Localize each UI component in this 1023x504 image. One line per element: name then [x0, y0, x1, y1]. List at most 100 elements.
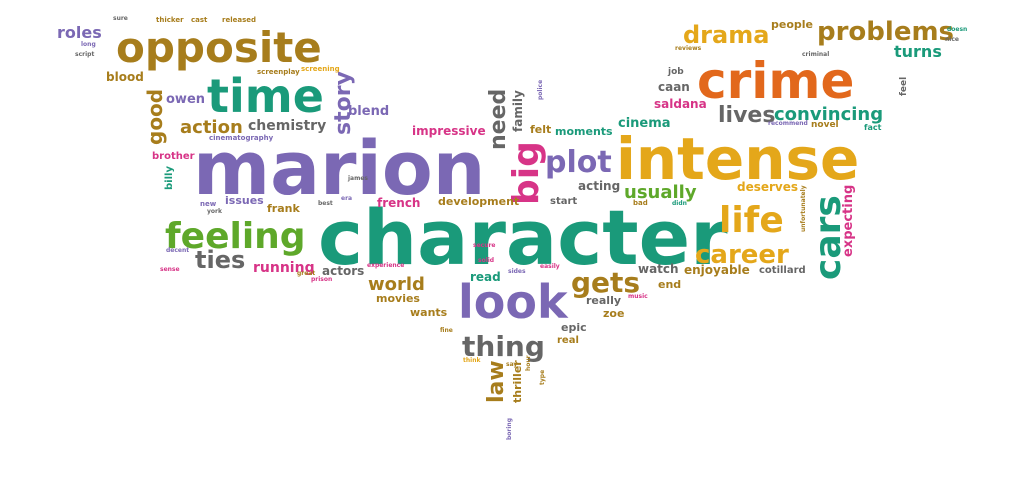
word-lives: lives [718, 103, 775, 128]
word-nice: nice [945, 36, 959, 43]
word-intense: intense [616, 125, 859, 193]
word-drama: drama [683, 21, 769, 49]
word-running: running [253, 260, 315, 276]
word-criminal: criminal [802, 51, 829, 58]
word-usually: usually [624, 182, 697, 203]
word-boring: boring [506, 418, 513, 440]
word-cinema: cinema [618, 116, 671, 131]
word-secure: secure [473, 242, 496, 249]
word-family: family [511, 90, 525, 132]
word-really: really [586, 294, 621, 307]
word-script: script [75, 51, 94, 58]
word-cotillard: cotillard [759, 265, 806, 276]
word-french: french [377, 196, 420, 210]
word-fact: fact [864, 123, 882, 132]
word-york: york [207, 208, 223, 215]
word-doesn: doesn [947, 26, 967, 33]
word-turns: turns [894, 42, 942, 61]
word-prison: prison [311, 276, 332, 283]
word-cast: cast [191, 16, 208, 24]
word-read: read [470, 270, 501, 284]
word-long: long [81, 41, 96, 48]
word-world: world [368, 274, 425, 295]
word-ties: ties [195, 246, 245, 274]
word-look: look [458, 275, 569, 329]
word-impressive: impressive [412, 124, 486, 138]
word-unfortunately: unfortunately [800, 185, 807, 232]
word-marion: marion [193, 126, 485, 212]
word-blend: blend [348, 104, 389, 119]
word-plot: plot [545, 145, 612, 180]
word-people: people [771, 18, 813, 31]
word-felt: felt [530, 123, 551, 136]
word-released: released [222, 16, 256, 24]
word-think: think [463, 357, 481, 364]
word-screening: screening [301, 65, 340, 73]
word-era: era [341, 195, 352, 202]
word-roles: roles [57, 23, 102, 42]
word-bad: bad [633, 199, 648, 207]
word-saldana: saldana [654, 97, 707, 111]
word-thicker: thicker [156, 16, 184, 24]
word-development: development [438, 195, 519, 208]
word-actors: actors [322, 264, 364, 278]
word-watch: watch [638, 262, 679, 276]
word-thing: thing [462, 330, 545, 363]
word-blood: blood [106, 70, 144, 84]
word-feel: feel [899, 77, 909, 96]
word-enjoyable: enjoyable [684, 263, 750, 277]
word-experience: experience [367, 262, 404, 269]
word-novel: novel [811, 120, 839, 130]
word-great: great [297, 270, 315, 277]
word-real: real [557, 335, 579, 346]
word-sure: sure [113, 15, 128, 22]
word-story: story [331, 71, 356, 135]
word-convincing: convincing [774, 104, 883, 125]
word-cars: cars [808, 195, 849, 280]
word-say: say [506, 361, 517, 368]
word-problems: problems [817, 17, 954, 47]
word-chemistry: chemistry [248, 118, 326, 134]
word-zoe: zoe [603, 307, 624, 320]
word-best: best [318, 200, 333, 207]
word-recommend: recommend [768, 120, 808, 127]
word-caan: caan [658, 80, 690, 94]
word-fine: fine [440, 327, 453, 334]
word-start: start [550, 196, 577, 207]
word-type: type [539, 370, 546, 385]
word-good: good [143, 89, 167, 145]
word-sides: sides [508, 268, 526, 275]
word-acting: acting [578, 179, 620, 193]
word-big: big [506, 141, 547, 205]
word-end: end [658, 278, 681, 291]
word-job: job [667, 67, 684, 77]
word-solid: solid [478, 257, 494, 264]
word-feeling: feeling [165, 216, 306, 257]
word-decent: decent [166, 247, 189, 254]
word-hour: hour [525, 355, 532, 371]
word-moments: moments [555, 125, 613, 138]
word-crime: crime [697, 52, 854, 110]
word-epic: epic [561, 321, 587, 334]
word-new: new [200, 200, 217, 208]
word-deserves: deserves [737, 180, 798, 194]
word-action: action [180, 117, 243, 138]
word-time: time [207, 69, 324, 123]
word-sense: sense [160, 266, 180, 273]
word-brother: brother [152, 151, 195, 162]
word-thriller: thriller [511, 360, 524, 403]
word-reviews: reviews [675, 45, 702, 52]
word-didn: didn [672, 200, 687, 207]
word-screenplay: screenplay [257, 68, 300, 76]
word-law: law [484, 360, 509, 403]
word-police: police [537, 80, 544, 100]
word-cinematography: cinematography [209, 134, 274, 142]
word-gets: gets [571, 266, 640, 299]
word-easily: easily [540, 263, 560, 270]
word-billy: billy [164, 166, 175, 190]
word-owen: owen [166, 92, 205, 107]
word-issues: issues [225, 194, 264, 207]
word-frank: frank [267, 202, 300, 215]
word-wants: wants [410, 306, 448, 319]
